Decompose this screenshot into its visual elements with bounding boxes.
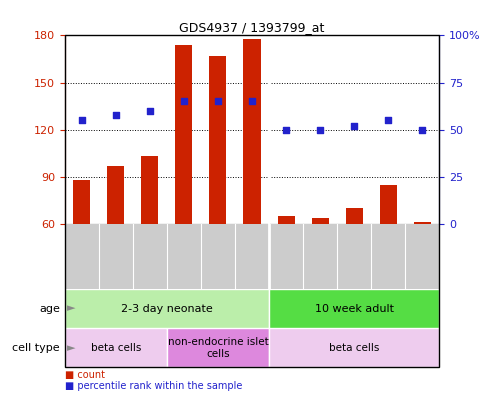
- Point: [180, 98, 188, 105]
- Bar: [176, 45, 193, 224]
- Bar: [244, 39, 260, 224]
- Text: beta cells: beta cells: [329, 343, 379, 353]
- Point: [316, 127, 324, 133]
- Point: [248, 98, 256, 105]
- Bar: [380, 185, 397, 224]
- Point: [282, 127, 290, 133]
- Bar: [311, 218, 328, 224]
- Text: ■ count: ■ count: [65, 370, 105, 380]
- Point: [146, 108, 154, 114]
- Bar: [414, 222, 431, 224]
- Text: age: age: [39, 303, 60, 314]
- Text: non-endocrine islet
cells: non-endocrine islet cells: [168, 337, 268, 358]
- Bar: [277, 216, 294, 224]
- Bar: [269, 328, 439, 367]
- Bar: [345, 208, 363, 224]
- Bar: [73, 180, 90, 224]
- Text: 2-3 day neonate: 2-3 day neonate: [121, 303, 213, 314]
- Bar: [269, 289, 439, 328]
- Title: GDS4937 / 1393799_at: GDS4937 / 1393799_at: [179, 21, 325, 34]
- Bar: [141, 156, 158, 224]
- Point: [112, 112, 120, 118]
- Point: [418, 127, 426, 133]
- Bar: [65, 328, 167, 367]
- Text: ►: ►: [67, 343, 76, 353]
- Point: [384, 117, 392, 123]
- Text: cell type: cell type: [12, 343, 60, 353]
- Text: ■ percentile rank within the sample: ■ percentile rank within the sample: [65, 381, 242, 391]
- Point: [78, 117, 86, 123]
- Text: ►: ►: [67, 303, 76, 314]
- Text: 10 week adult: 10 week adult: [314, 303, 394, 314]
- Point: [350, 123, 358, 129]
- Bar: [210, 56, 227, 224]
- Bar: [65, 289, 269, 328]
- Point: [214, 98, 222, 105]
- Text: beta cells: beta cells: [91, 343, 141, 353]
- Bar: [107, 166, 124, 224]
- Bar: [167, 328, 269, 367]
